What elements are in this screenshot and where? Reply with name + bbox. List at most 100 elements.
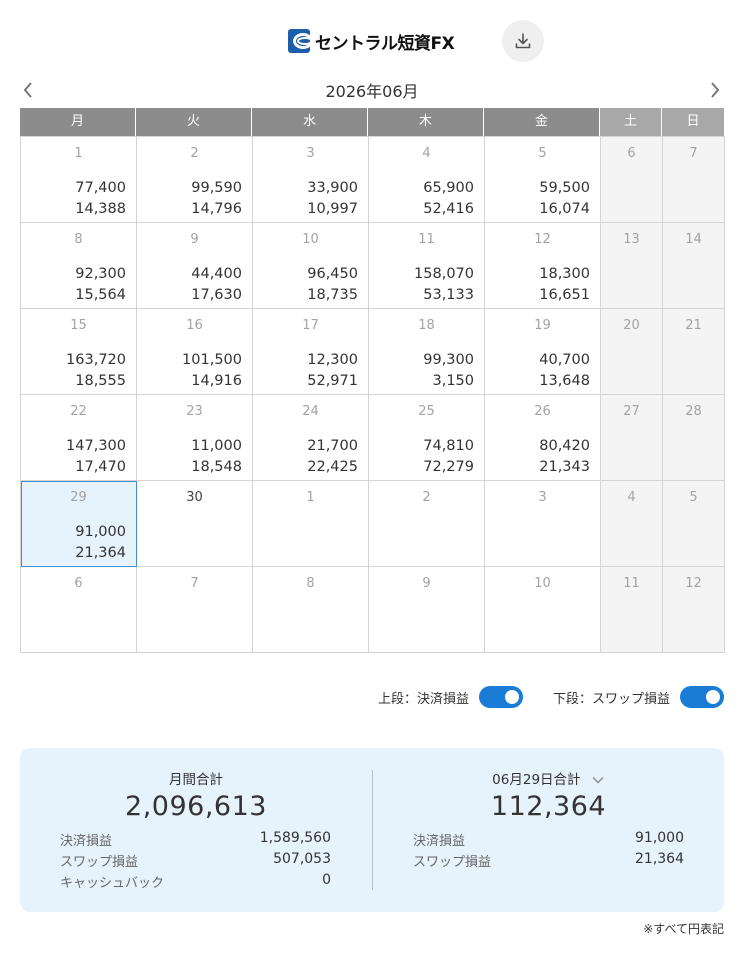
settlement-pl-value: 59,500 bbox=[539, 180, 590, 196]
calendar-day-cell[interactable]: 1 bbox=[253, 481, 369, 567]
day-number: 18 bbox=[418, 318, 435, 333]
daily-total: 112,364 bbox=[490, 791, 607, 822]
weekday-header-cell: 月 bbox=[20, 108, 136, 136]
calendar-day-cell[interactable]: 26 80,420 21,343 bbox=[485, 395, 601, 481]
day-number: 7 bbox=[689, 146, 698, 161]
day-number: 2 bbox=[190, 146, 199, 161]
day-values: 99,590 14,796 bbox=[137, 178, 252, 220]
upper-settlement-toggle[interactable] bbox=[479, 686, 523, 708]
calendar-day-cell[interactable]: 7 bbox=[137, 567, 253, 653]
calendar-day-cell[interactable]: 28 bbox=[663, 395, 725, 481]
calendar-day-cell[interactable]: 16 101,500 14,916 bbox=[137, 309, 253, 395]
day-values: 77,400 14,388 bbox=[21, 178, 136, 220]
swap-pl-value: 18,735 bbox=[307, 287, 358, 303]
calendar-day-cell[interactable]: 5 bbox=[663, 481, 725, 567]
weekday-header-cell: 水 bbox=[252, 108, 368, 136]
day-number: 23 bbox=[186, 404, 203, 419]
monthly-row-value: 0 bbox=[322, 872, 331, 888]
day-number: 21 bbox=[685, 318, 702, 333]
day-values: 96,450 18,735 bbox=[253, 264, 368, 306]
swap-pl-value: 53,133 bbox=[423, 287, 474, 303]
monthly-row-label: スワップ損益 bbox=[60, 855, 139, 870]
day-number: 12 bbox=[685, 576, 702, 591]
day-number: 13 bbox=[623, 232, 640, 247]
day-number: 9 bbox=[190, 232, 199, 247]
chevron-right-icon bbox=[711, 82, 720, 98]
calendar-day-cell[interactable]: 27 bbox=[601, 395, 663, 481]
calendar-day-cell[interactable]: 18 99,300 3,150 bbox=[369, 309, 485, 395]
calendar-day-cell[interactable]: 10 96,450 18,735 bbox=[253, 223, 369, 309]
next-month-button[interactable] bbox=[704, 78, 726, 102]
calendar-day-cell[interactable]: 12 18,300 16,651 bbox=[485, 223, 601, 309]
calendar-day-cell[interactable]: 8 92,300 15,564 bbox=[21, 223, 137, 309]
calendar-day-cell[interactable]: 17 12,300 52,971 bbox=[253, 309, 369, 395]
settlement-pl-value: 163,720 bbox=[66, 352, 126, 368]
calendar-day-cell[interactable]: 11 bbox=[601, 567, 663, 653]
calendar-day-cell[interactable]: 6 bbox=[21, 567, 137, 653]
calendar-day-cell[interactable]: 13 bbox=[601, 223, 663, 309]
calendar-day-cell[interactable]: 23 11,000 18,548 bbox=[137, 395, 253, 481]
swap-pl-value: 21,343 bbox=[539, 459, 590, 475]
swap-pl-value: 15,564 bbox=[75, 287, 126, 303]
calendar-day-cell[interactable]: 15 163,720 18,555 bbox=[21, 309, 137, 395]
month-title: 2026年06月 bbox=[325, 82, 419, 101]
calendar-day-cell[interactable]: 4 65,900 52,416 bbox=[369, 137, 485, 223]
day-number: 6 bbox=[74, 576, 83, 591]
weekday-header: 月火水木金土日 bbox=[20, 108, 725, 136]
calendar-day-cell[interactable]: 22 147,300 17,470 bbox=[21, 395, 137, 481]
swap-pl-value: 10,997 bbox=[307, 201, 358, 217]
calendar-day-cell[interactable]: 3 33,900 10,997 bbox=[253, 137, 369, 223]
calendar-day-cell[interactable]: 1 77,400 14,388 bbox=[21, 137, 137, 223]
day-number: 24 bbox=[302, 404, 319, 419]
calendar-day-cell[interactable]: 6 bbox=[601, 137, 663, 223]
day-number: 15 bbox=[70, 318, 87, 333]
calendar-day-cell[interactable]: 2 99,590 14,796 bbox=[137, 137, 253, 223]
calendar-day-cell[interactable]: 2 bbox=[369, 481, 485, 567]
calendar-day-cell[interactable]: 12 bbox=[663, 567, 725, 653]
day-values: 40,700 13,648 bbox=[485, 350, 600, 392]
lower-toggle-label: 下段：スワップ損益 bbox=[553, 692, 671, 707]
calendar-day-cell[interactable]: 9 bbox=[369, 567, 485, 653]
day-number: 25 bbox=[418, 404, 435, 419]
settlement-pl-value: 92,300 bbox=[75, 266, 126, 282]
calendar-day-cell[interactable]: 21 bbox=[663, 309, 725, 395]
summary-panel: 月間合計 2,096,613 決済損益 1,589,560 スワップ損益 507… bbox=[20, 748, 724, 912]
calendar-day-cell[interactable]: 10 bbox=[485, 567, 601, 653]
chevron-left-icon bbox=[23, 82, 32, 98]
settlement-pl-value: 147,300 bbox=[66, 438, 126, 454]
prev-month-button[interactable] bbox=[17, 78, 39, 102]
day-values: 18,300 16,651 bbox=[485, 264, 600, 306]
calendar-day-cell[interactable]: 7 bbox=[663, 137, 725, 223]
calendar-day-cell[interactable]: 8 bbox=[253, 567, 369, 653]
calendar-day-cell[interactable]: 11 158,070 53,133 bbox=[369, 223, 485, 309]
settlement-pl-value: 77,400 bbox=[75, 180, 126, 196]
swap-pl-value: 72,279 bbox=[423, 459, 474, 475]
day-number: 11 bbox=[623, 576, 640, 591]
monthly-row-label: 決済損益 bbox=[60, 834, 113, 849]
calendar-day-cell[interactable]: 24 21,700 22,425 bbox=[253, 395, 369, 481]
calendar-day-cell[interactable]: 20 bbox=[601, 309, 663, 395]
day-number: 27 bbox=[623, 404, 640, 419]
calendar-day-cell[interactable]: 29 91,000 21,364 bbox=[21, 481, 137, 567]
day-values: 74,810 72,279 bbox=[369, 436, 484, 478]
calendar-day-cell[interactable]: 3 bbox=[485, 481, 601, 567]
daily-summary-selector[interactable]: 06月29日合計 bbox=[373, 768, 724, 788]
daily-row-value: 91,000 bbox=[635, 830, 684, 846]
calendar-day-cell[interactable]: 5 59,500 16,074 bbox=[485, 137, 601, 223]
daily-row-label: スワップ損益 bbox=[413, 855, 492, 870]
calendar-day-cell[interactable]: 30 bbox=[137, 481, 253, 567]
weekday-header-cell: 金 bbox=[484, 108, 600, 136]
calendar-day-cell[interactable]: 4 bbox=[601, 481, 663, 567]
calendar-day-cell[interactable]: 25 74,810 72,279 bbox=[369, 395, 485, 481]
calendar-grid: 月火水木金土日 1 77,400 14,388 2 99,590 14,796 3 33,90… bbox=[20, 108, 725, 653]
calendar-day-cell[interactable]: 19 40,700 13,648 bbox=[485, 309, 601, 395]
day-number: 22 bbox=[70, 404, 87, 419]
swap-pl-value: 22,425 bbox=[307, 459, 358, 475]
chevron-down-icon bbox=[592, 777, 604, 784]
lower-swap-toggle[interactable] bbox=[680, 686, 724, 708]
calendar-day-cell[interactable]: 9 44,400 17,630 bbox=[137, 223, 253, 309]
settlement-pl-value: 80,420 bbox=[539, 438, 590, 454]
calendar-day-cell[interactable]: 14 bbox=[663, 223, 725, 309]
day-number: 5 bbox=[689, 490, 698, 505]
download-button[interactable] bbox=[502, 20, 544, 62]
